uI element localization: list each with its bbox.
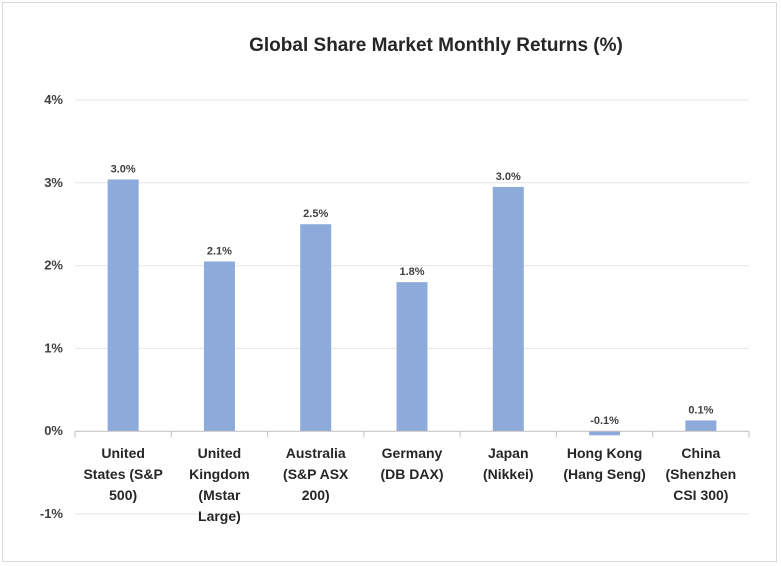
bars bbox=[107, 179, 717, 436]
chart-title: Global Share Market Monthly Returns (%) bbox=[249, 35, 623, 56]
y-tick-label: 4% bbox=[44, 92, 63, 107]
x-tick-label: Hong Kong (Hang Seng) bbox=[563, 445, 645, 482]
x-tick-label: Japan (Nikkei) bbox=[483, 445, 534, 482]
data-label: 3.0% bbox=[496, 171, 521, 183]
y-axis-tick-labels: -1% 0% 1% 2% 3% 4% bbox=[40, 92, 64, 521]
gridlines bbox=[75, 99, 749, 515]
bar bbox=[107, 179, 139, 432]
y-tick-label: -1% bbox=[40, 506, 64, 521]
y-tick-label: 1% bbox=[44, 340, 63, 355]
bar bbox=[685, 420, 717, 432]
x-tick-label: United States (S&P 500) bbox=[83, 445, 162, 503]
data-label: 0.1% bbox=[688, 404, 713, 416]
x-tick-label: United Kingdom (Mstar Large) bbox=[189, 445, 250, 524]
data-labels: 3.0% 2.1% 2.5% 1.8% 3.0% -0.1% 0.1% bbox=[111, 163, 714, 427]
x-axis-tick-labels: United States (S&P 500) United Kingdom (Mstar… bbox=[83, 445, 736, 524]
bar bbox=[300, 224, 332, 432]
y-tick-label: 3% bbox=[44, 175, 63, 190]
bar bbox=[492, 186, 524, 432]
x-tick-label: Australia (S&P ASX 200) bbox=[283, 445, 349, 503]
bar bbox=[396, 282, 428, 432]
y-tick-label: 2% bbox=[44, 258, 63, 273]
bar bbox=[203, 261, 235, 432]
x-tick-label: Germany (DB DAX) bbox=[381, 445, 444, 482]
data-label: 1.8% bbox=[399, 266, 424, 278]
data-label: 3.0% bbox=[111, 163, 136, 175]
bar bbox=[589, 431, 621, 436]
x-axis bbox=[74, 430, 750, 438]
bar-chart: Global Share Market Monthly Returns (%) … bbox=[40, 35, 750, 524]
x-tick-label: China (Shenzhen CSI 300) bbox=[665, 445, 736, 503]
data-label: 2.1% bbox=[207, 245, 232, 257]
data-label: -0.1% bbox=[590, 415, 619, 427]
data-label: 2.5% bbox=[303, 208, 328, 220]
y-tick-label: 0% bbox=[44, 423, 63, 438]
